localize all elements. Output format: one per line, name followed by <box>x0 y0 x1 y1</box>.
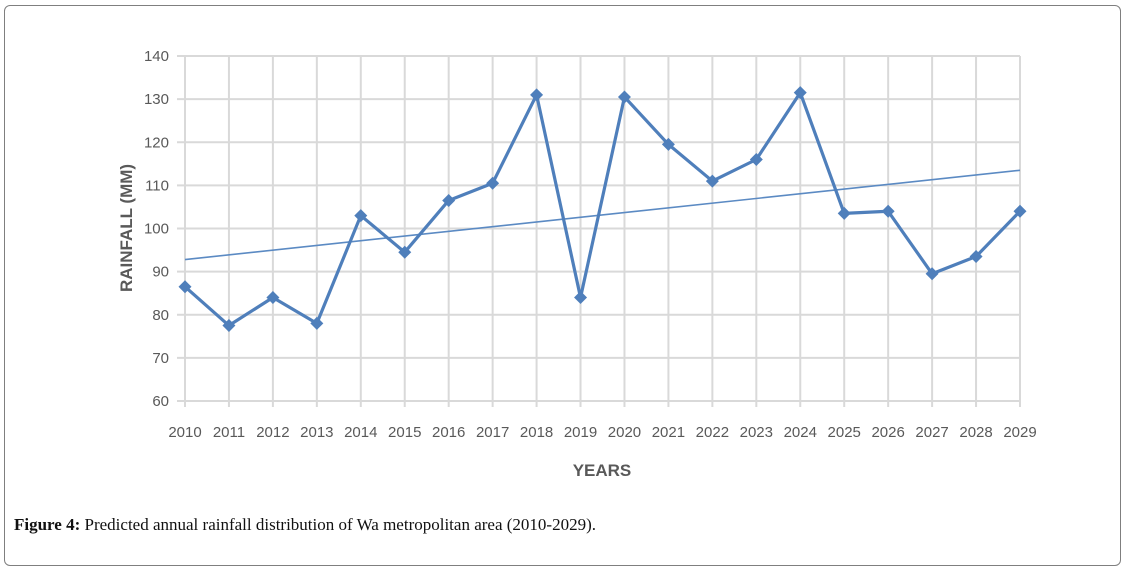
x-tick-label: 2021 <box>652 424 685 441</box>
y-tick-label: 140 <box>144 48 169 65</box>
data-point-marker <box>310 316 324 330</box>
y-tick-label: 80 <box>152 307 169 324</box>
figure-caption-text: Predicted annual rainfall distribution o… <box>84 515 596 534</box>
y-tick-label: 100 <box>144 221 169 238</box>
data-point-marker <box>486 176 500 190</box>
gridlines <box>177 55 1021 407</box>
x-tick-label: 2020 <box>608 424 641 441</box>
y-tick-label: 110 <box>145 177 169 194</box>
x-tick-label: 2025 <box>828 424 861 441</box>
data-point-marker <box>881 204 895 218</box>
data-point-marker <box>530 88 544 102</box>
x-tick-label: 2024 <box>784 424 817 441</box>
data-point-marker <box>661 137 675 151</box>
trendline-layer <box>184 169 1021 261</box>
y-tick-labels: 60 70 80 90 100 110 120 130 140 <box>144 48 169 410</box>
x-tick-label: 2013 <box>300 424 333 441</box>
figure-caption: Figure 4: Predicted annual rainfall dist… <box>14 515 596 535</box>
y-tick-label: 70 <box>152 350 169 367</box>
linear-trendline <box>184 169 1021 261</box>
data-point-marker <box>749 153 763 166</box>
x-tick-label: 2028 <box>959 424 992 441</box>
x-tick-label: 2019 <box>564 424 597 441</box>
data-point-marker <box>837 206 851 220</box>
y-tick-label: 90 <box>152 264 169 281</box>
data-point-marker <box>617 90 631 104</box>
series-line <box>183 91 1022 328</box>
x-tick-label: 2023 <box>740 424 773 441</box>
data-point-marker <box>222 319 236 333</box>
x-tick-labels: 2010 2011 2012 2013 2014 2015 2016 2017 2018 2019… <box>168 424 1036 441</box>
y-tick-label: 130 <box>144 91 169 108</box>
data-point-marker <box>398 245 412 259</box>
data-point-marker <box>969 250 983 264</box>
x-axis-title: YEARS <box>573 461 632 480</box>
x-tick-label: 2029 <box>1003 424 1036 441</box>
x-tick-label: 2018 <box>520 424 553 441</box>
figure-caption-label: Figure 4: <box>14 515 81 534</box>
series-layer <box>178 86 1027 333</box>
x-tick-label: 2014 <box>344 424 377 441</box>
x-tick-label: 2017 <box>476 424 509 441</box>
y-tick-label: 60 <box>152 393 169 410</box>
data-point-marker <box>266 291 280 304</box>
x-tick-label: 2010 <box>168 424 201 441</box>
data-point-marker <box>793 86 807 100</box>
x-tick-label: 2027 <box>915 424 948 441</box>
y-tick-label: 120 <box>144 134 169 151</box>
x-tick-label: 2011 <box>213 424 245 441</box>
data-point-marker <box>354 209 368 223</box>
data-point-marker <box>705 174 719 188</box>
x-tick-label: 2016 <box>432 424 465 441</box>
data-point-marker <box>178 280 192 294</box>
data-point-marker <box>1013 204 1027 218</box>
data-point-marker <box>442 193 456 207</box>
data-point-marker <box>574 291 588 304</box>
x-tick-label: 2026 <box>871 424 904 441</box>
data-point-marker <box>925 267 939 281</box>
x-tick-label: 2022 <box>696 424 729 441</box>
y-axis-title: RAINFALL (MM) <box>117 164 136 292</box>
x-tick-label: 2015 <box>388 424 421 441</box>
x-tick-label: 2012 <box>256 424 289 441</box>
